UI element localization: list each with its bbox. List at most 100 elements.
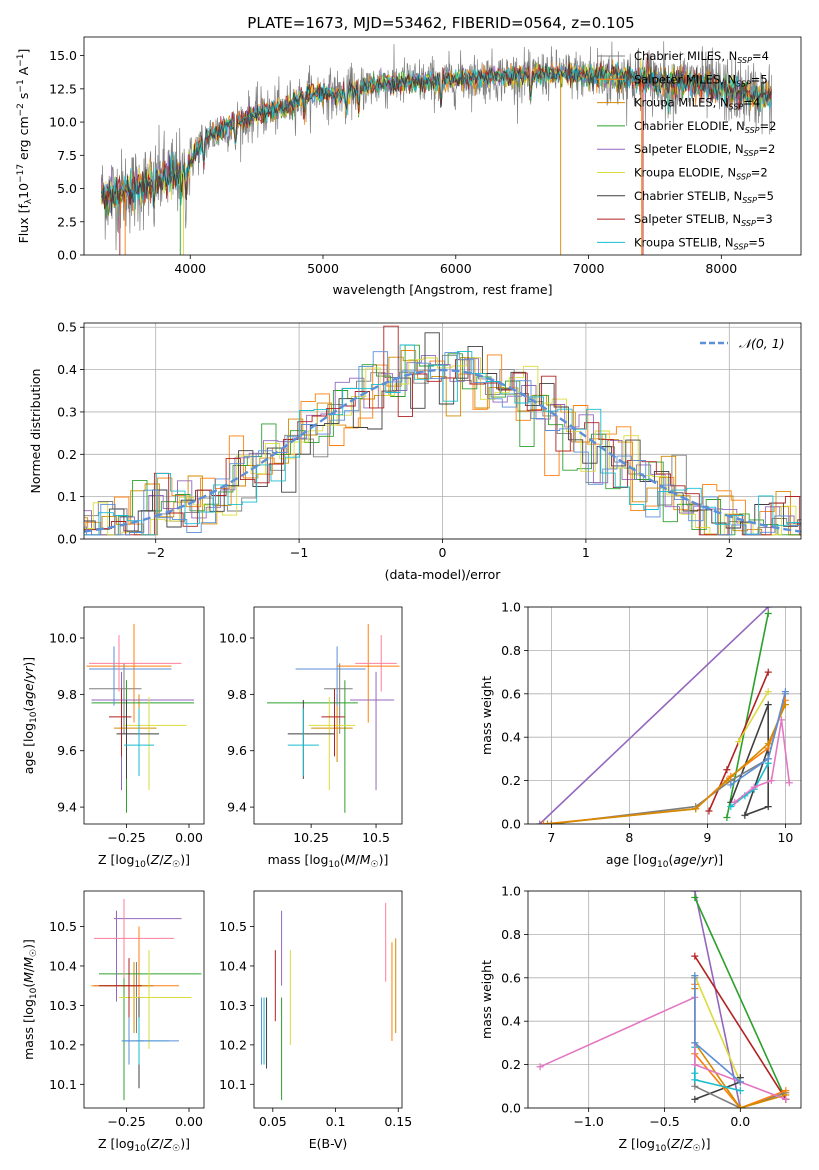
axes-frame: [83, 36, 802, 256]
y-tick-label: 10.3: [49, 998, 77, 1013]
weight-marker: [764, 701, 772, 709]
weight-marker: [736, 1087, 744, 1095]
y-tick-label: 0.2: [501, 773, 521, 788]
x-tick-label: 8: [625, 830, 633, 845]
weight-marker: [764, 668, 772, 676]
weight-line: [694, 891, 742, 1108]
histogram-step: [84, 344, 801, 536]
histogram-step: [84, 355, 801, 536]
legend-label: Salpeter STELIB, NSSP=3: [634, 212, 773, 228]
y-tick-label: 15.0: [49, 48, 77, 63]
y-tick-label: 9.4: [227, 800, 247, 815]
weight-marker: [782, 1095, 790, 1103]
errorbar-point: [109, 688, 132, 757]
weight-marker: [781, 688, 789, 696]
weight-marker: [705, 807, 713, 815]
x-tick-label: 0.1: [326, 1114, 346, 1129]
errorbar-point: [287, 700, 335, 779]
residuals-panel: −2 −1 0 1 2 0.0 0.1 0.2 0.3 0.4 0.5 (data-model)/er…: [28, 320, 802, 582]
y-tick-label: 0.0: [57, 248, 77, 263]
weight-line: [539, 996, 787, 1101]
spectrum-panel: 4000 5000 6000 7000 8000 0.0 2.5 5.0 7.5 10.0 12.5…: [16, 36, 802, 297]
weight-marker: [764, 610, 772, 618]
histogram-step: [84, 350, 801, 536]
errorbar-point: [355, 635, 397, 692]
weight-marker: [764, 688, 772, 696]
x-tick-label: 10: [777, 830, 793, 845]
x-tick-label: −1.0: [573, 1114, 603, 1129]
x-axis-label: Z [log10(Z/Z☉)]: [98, 852, 190, 870]
errorbar-point: [124, 708, 154, 777]
weight-marker: [764, 803, 772, 811]
y-tick-label: 10.4: [219, 958, 247, 973]
y-tick-label: 1.0: [501, 884, 521, 899]
errorbar-point: [324, 663, 353, 734]
x-tick-label: 6000: [440, 261, 472, 276]
x-tick-label: 0.0: [730, 1114, 750, 1129]
mw-age-panel: 7 8 9 10 0.0 0.2 0.4 0.6 0.8 1.0 age [log10(age/yr…: [479, 600, 802, 870]
y-tick-label: 0.6: [501, 970, 521, 985]
weight-marker: [547, 820, 555, 824]
weight-marker: [691, 894, 699, 902]
weight-marker: [691, 891, 699, 895]
legend-label: Kroupa ELODIE, NSSP=2: [634, 166, 768, 182]
weight-marker: [750, 783, 758, 791]
y-axis-label: Flux [fλ10−17 erg cm−2 s−1 A−1]: [16, 49, 34, 244]
y-tick-label: 9.6: [57, 743, 77, 758]
errorbar-point: [86, 623, 172, 723]
errorbar-point: [295, 646, 366, 706]
y-tick-label: 2.5: [57, 214, 77, 229]
age-vs-mass-panel: 10.25 10.5 9.4 9.6 9.8 10.0 mass [log10(M/M☉)]: [219, 606, 403, 870]
weight-marker: [691, 1069, 699, 1077]
x-tick-label: 7000: [573, 261, 605, 276]
x-axis-label: Z [log10(Z/Z☉)]: [618, 1136, 710, 1154]
weight-line: [539, 607, 769, 824]
x-axis-label: wavelength [Angstrom, rest frame]: [332, 282, 552, 297]
weight-marker: [735, 738, 743, 746]
y-tick-label: 0.2: [57, 447, 77, 462]
y-tick-label: 10.3: [219, 998, 247, 1013]
errorbar-point: [321, 688, 345, 757]
errorbar-point: [89, 635, 182, 692]
weight-line: [730, 762, 769, 808]
errorbar-point: [136, 997, 144, 1089]
errorbar-point: [119, 950, 192, 1049]
y-tick-label: 0.8: [501, 643, 521, 658]
x-tick-label: 0: [439, 545, 447, 560]
x-axis-label: age [log10(age/yr)]: [606, 852, 723, 870]
x-tick-label: −1: [290, 545, 308, 560]
y-axis-label: mass weight: [479, 676, 494, 755]
errorbar-point: [114, 910, 182, 1002]
legend-label: Chabrier MILES, NSSP=4: [634, 49, 769, 65]
y-tick-label: 10.0: [49, 115, 77, 130]
y-tick-label: 0.4: [501, 730, 521, 745]
legend-label: Salpeter ELODIE, NSSP=2: [634, 142, 775, 158]
errorbar-point: [287, 708, 319, 777]
y-tick-label: 0.1: [57, 489, 77, 504]
normal-curve: [84, 368, 801, 533]
x-axis-label: mass [log10(M/M☉)]: [268, 852, 389, 870]
x-tick-label: 9: [703, 830, 711, 845]
x-tick-label: 10.5: [362, 830, 390, 845]
y-tick-label: 1.0: [501, 600, 521, 615]
weight-line: [726, 613, 769, 818]
x-tick-label: 0.15: [384, 1114, 412, 1129]
y-tick-label: 0.8: [501, 927, 521, 942]
x-tick-label: 0.00: [175, 1114, 203, 1129]
weight-line: [737, 691, 769, 742]
errorbar-point: [89, 646, 172, 706]
weight-marker: [764, 740, 772, 748]
errorbar-point: [91, 671, 194, 791]
spectrum-line: [100, 59, 772, 216]
y-axis-label: Normed distribution: [28, 369, 43, 494]
errorbar-point: [116, 700, 159, 779]
errorbar-point: [114, 694, 157, 762]
x-tick-label: 5000: [307, 261, 339, 276]
errorbar-point: [337, 623, 400, 723]
y-tick-label: 7.5: [57, 148, 77, 163]
errorbar-point: [311, 694, 353, 762]
y-tick-label: 10.2: [49, 1037, 77, 1052]
y-tick-label: 5.0: [57, 181, 77, 196]
weight-line: [694, 955, 787, 1100]
axes-frame: [527, 890, 802, 1109]
